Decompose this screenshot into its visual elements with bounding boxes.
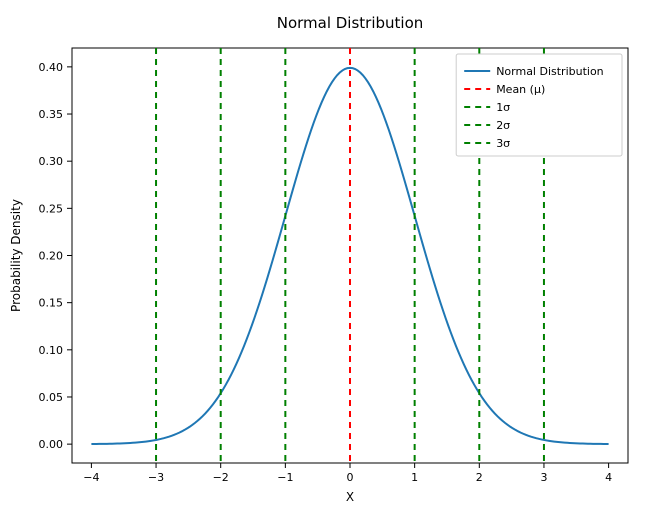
xtick-label: −2 <box>213 471 229 484</box>
ytick-label: 0.35 <box>39 108 64 121</box>
y-axis-label: Probability Density <box>9 199 23 312</box>
ytick-label: 0.15 <box>39 297 64 310</box>
legend-label: 3σ <box>496 137 510 150</box>
legend: Normal Distribution Mean (μ) 1σ 2σ 3σ <box>456 54 622 156</box>
normal-distribution-chart: −4 −3 −2 −1 0 1 2 3 4 0.00 0.05 0.10 0.15 0.20 0.25 0.3… <box>0 0 664 523</box>
legend-label: Mean (μ) <box>496 83 545 96</box>
legend-label: 1σ <box>496 101 510 114</box>
ytick-label: 0.05 <box>39 391 64 404</box>
xtick-label: 4 <box>605 471 612 484</box>
legend-label: Normal Distribution <box>496 65 603 78</box>
ytick-label: 0.10 <box>39 344 64 357</box>
ytick-label: 0.40 <box>39 61 64 74</box>
ytick-label: 0.20 <box>39 250 64 263</box>
xtick-label: 3 <box>540 471 547 484</box>
xtick-label: −3 <box>148 471 164 484</box>
x-axis-label: X <box>346 490 354 504</box>
xtick-label: −1 <box>277 471 293 484</box>
xtick-label: 0 <box>347 471 354 484</box>
chart-title: Normal Distribution <box>277 14 424 32</box>
ytick-label: 0.00 <box>39 438 64 451</box>
xtick-label: 1 <box>411 471 418 484</box>
ytick-label: 0.25 <box>39 202 64 215</box>
xtick-label: 2 <box>476 471 483 484</box>
ytick-label: 0.30 <box>39 155 64 168</box>
xtick-label: −4 <box>83 471 99 484</box>
legend-label: 2σ <box>496 119 510 132</box>
chart-container: −4 −3 −2 −1 0 1 2 3 4 0.00 0.05 0.10 0.15 0.20 0.25 0.3… <box>0 0 664 523</box>
